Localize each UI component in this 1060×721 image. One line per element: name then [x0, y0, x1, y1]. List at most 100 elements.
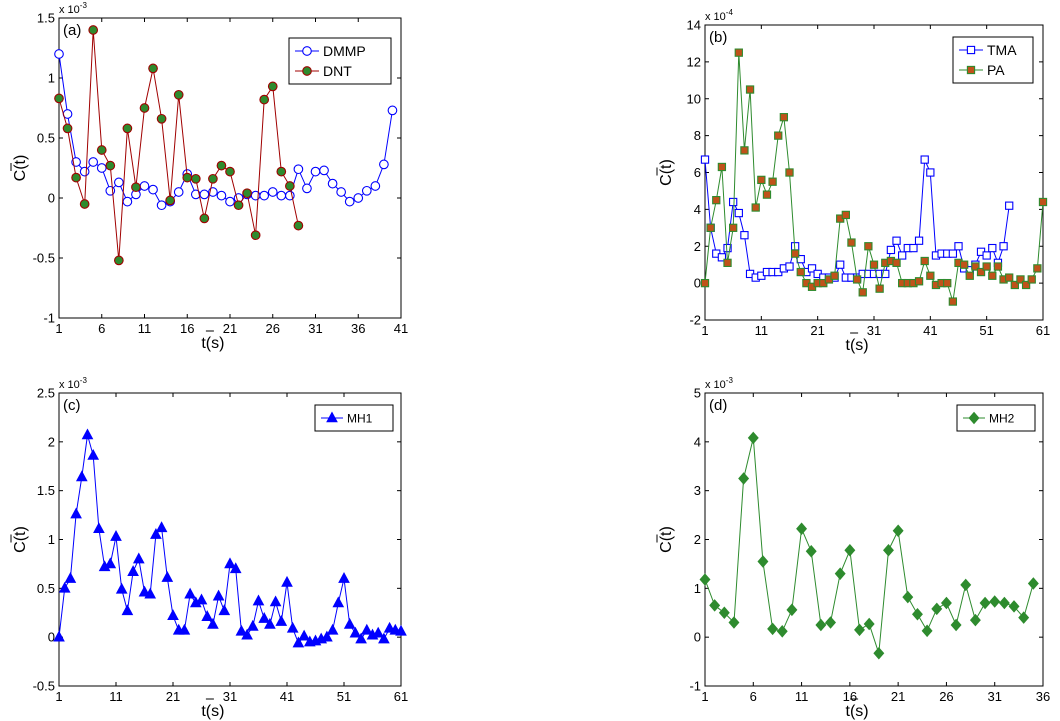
x-tick-label: 51: [337, 689, 351, 704]
data-point: [360, 623, 373, 635]
x-tick-label: 11: [795, 689, 809, 704]
data-point: [132, 552, 145, 564]
data-point: [1005, 201, 1014, 210]
data-point: [104, 557, 117, 569]
data-point: [776, 625, 788, 638]
data-point: [259, 190, 270, 201]
data-point: [87, 448, 100, 460]
data-point: [807, 264, 817, 273]
data-point: [965, 271, 974, 280]
data-point: [276, 166, 287, 177]
data-point: [747, 431, 759, 445]
data-point: [285, 181, 295, 191]
data-point: [729, 197, 738, 207]
y-tick-label: 1: [48, 532, 55, 547]
data-point: [699, 573, 711, 586]
data-point: [64, 572, 77, 583]
data-point: [321, 630, 333, 642]
data-point: [395, 624, 407, 636]
data-point: [173, 89, 184, 100]
y-tick-label: 3: [694, 483, 701, 498]
data-point: [216, 160, 227, 171]
y-axis-label: C(t): [12, 155, 29, 182]
data-point: [326, 623, 339, 635]
x-axis-label: t(s): [201, 703, 224, 720]
y-tick-label: 0: [694, 276, 701, 291]
y-axis-label: C(t): [658, 159, 675, 186]
y-tick-label: 2.5: [37, 386, 55, 401]
legend-marker: [326, 411, 338, 423]
data-point: [864, 242, 873, 251]
data-point: [349, 626, 362, 638]
data-point: [139, 181, 150, 191]
data-point: [979, 596, 991, 610]
y-axis-label: C(t): [12, 526, 29, 553]
data-point: [298, 629, 310, 641]
data-point: [926, 168, 935, 177]
data-point: [734, 48, 743, 57]
y-tick-label: 2: [48, 434, 55, 449]
y-tick-label: 5: [694, 386, 701, 401]
x-tick-label: 41: [280, 689, 294, 704]
x-tick-label: 31: [223, 689, 237, 704]
series-PA: [700, 48, 1048, 306]
x-tick-label: 61: [1036, 323, 1050, 338]
data-point: [250, 230, 261, 241]
data-point: [208, 173, 218, 184]
y-tick-label: -2: [689, 313, 701, 328]
data-point: [954, 242, 963, 251]
legend-marker: [966, 45, 976, 55]
data-point: [914, 277, 924, 286]
data-point: [110, 530, 122, 541]
data-point: [805, 544, 817, 558]
data-point: [121, 604, 134, 616]
data-point: [948, 297, 958, 306]
data-point: [275, 614, 288, 626]
x-tick-label: 36: [1036, 689, 1050, 704]
data-point: [241, 628, 253, 640]
data-point: [1016, 275, 1025, 284]
plot-frame: [58, 392, 402, 687]
data-point: [338, 572, 350, 583]
data-point: [847, 238, 856, 247]
legend: TMA PA: [952, 36, 1034, 84]
axis-exponent-label: x 10-3: [59, 376, 87, 391]
x-axis-label: t(s): [846, 337, 869, 354]
data-point: [920, 155, 929, 164]
data-point: [148, 184, 158, 195]
data-point: [796, 522, 808, 536]
data-point: [115, 582, 128, 594]
data-point: [332, 596, 345, 608]
x-axis-label: t(s): [846, 703, 869, 720]
x-tick-label: 1: [55, 321, 62, 336]
data-point: [292, 636, 305, 648]
y-tick-label: -1: [689, 679, 701, 694]
legend-marker: [302, 66, 312, 76]
data-point: [233, 200, 244, 211]
data-point: [1038, 197, 1048, 207]
x-tick-label: 21: [891, 689, 905, 704]
data-point: [293, 164, 304, 175]
data-point: [940, 596, 952, 610]
chart-panel-1: 1 6 11 16 21 26 31 36 41-1-0.500.511.5x 10-3(a)t…: [10, 1, 408, 352]
y-tick-label: -0.5: [33, 251, 55, 266]
axis-exponent-label: x 10-3: [705, 376, 733, 391]
data-point: [700, 278, 710, 288]
data-point: [898, 251, 907, 260]
x-tick-label: 21: [810, 323, 824, 338]
data-point: [71, 172, 81, 183]
data-point: [173, 187, 184, 197]
data-point: [844, 543, 856, 557]
data-point: [911, 607, 923, 621]
data-point: [361, 185, 372, 196]
data-point: [387, 105, 398, 116]
x-tick-label: 6: [750, 689, 757, 704]
data-point: [729, 223, 738, 232]
x-tick-label: 31: [867, 323, 881, 338]
data-point: [920, 256, 929, 266]
x-tick-label: 1: [55, 689, 62, 704]
data-point: [869, 260, 879, 269]
y-tick-label: -1: [43, 311, 55, 326]
